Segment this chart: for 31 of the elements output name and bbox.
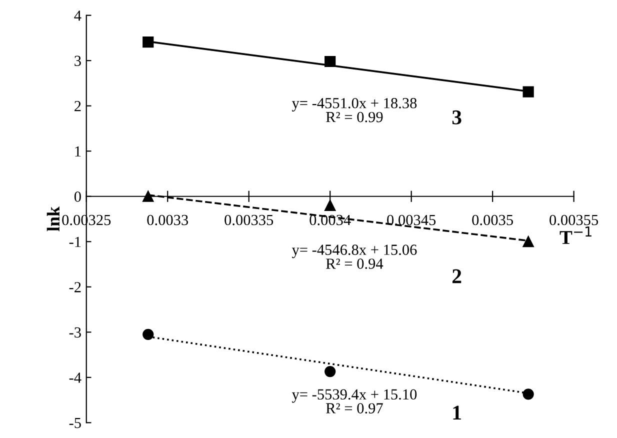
y-tick-label: 0 — [74, 192, 81, 202]
annotation: y= -4551.0x + 18.38 R² = 0.99 — [292, 98, 417, 122]
y-tick-label: 1 — [75, 146, 81, 156]
annotation: y= -5539.4x + 15.10 R² = 0.97 — [292, 389, 417, 414]
y-tick-label: 2 — [74, 101, 81, 112]
y-tick-label: 4 — [74, 10, 82, 21]
y-tick-label: -1 — [69, 236, 81, 247]
y-tick-label: -2 — [69, 282, 81, 292]
point — [142, 36, 154, 48]
point — [522, 86, 534, 98]
y-tick-label: -5 — [69, 418, 81, 428]
x-tick-label: 0.00355 — [550, 214, 598, 226]
x-tick-label: 0.00335 — [224, 214, 274, 226]
annotation: 2 — [452, 269, 462, 284]
y-tick-label: -4 — [69, 372, 82, 383]
annotation: 1 — [453, 406, 461, 420]
y-tick-label: 3 — [74, 56, 81, 66]
y-axis-title: lnk — [46, 206, 60, 232]
annotation: y= -4546.8x + 15.06 R² = 0.94 — [292, 244, 417, 269]
point — [142, 190, 154, 202]
x-tick-label: 0.00345 — [387, 214, 436, 226]
point — [324, 200, 336, 211]
y-tick-label: -3 — [69, 327, 81, 338]
point — [142, 328, 154, 340]
point — [522, 388, 534, 400]
x-tick-label: 0.0035 — [472, 214, 513, 226]
x-axis-title: T$^{−1}$ — [560, 226, 592, 244]
point — [324, 366, 336, 378]
x-tick-label: 0.0033 — [147, 214, 188, 226]
annotation: 3 — [452, 110, 462, 124]
point — [522, 236, 534, 248]
